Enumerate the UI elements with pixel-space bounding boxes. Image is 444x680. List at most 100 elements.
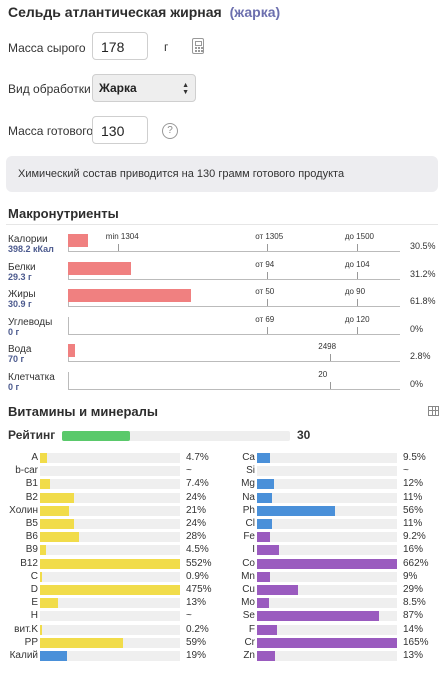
nutrient-track	[40, 479, 180, 490]
vitamin-row: Холин 21%	[8, 504, 218, 518]
nutrient-track	[257, 532, 397, 543]
nutrient-percent: 28%	[186, 531, 207, 543]
nutrient-percent: 19%	[186, 650, 207, 661]
raw-mass-unit: г	[164, 40, 169, 54]
raw-mass-label: Масса сырого	[8, 41, 86, 55]
nutrient-bar	[40, 598, 59, 609]
nutrient-bar	[257, 558, 397, 569]
help-icon[interactable]: ?	[162, 123, 178, 139]
macro-bar	[68, 344, 75, 357]
mineral-row: I 16%	[225, 543, 435, 557]
nutrient-bar	[257, 637, 397, 648]
nutrient-bar	[40, 479, 51, 490]
nutrient-percent: 24%	[186, 491, 207, 503]
cooked-mass-input[interactable]: 130	[92, 116, 148, 144]
nutrient-percent: 662%	[403, 557, 429, 569]
nutrient-track	[40, 519, 180, 529]
nutrient-name: B12	[20, 557, 38, 569]
nutrient-track	[40, 545, 180, 556]
nutrient-track	[40, 624, 180, 635]
macro-name: Калории	[8, 234, 48, 245]
nutrient-bar	[40, 492, 74, 503]
nutrient-bar	[257, 651, 276, 661]
page-title: Сельдь атлантическая жирная (жарка)	[8, 4, 280, 20]
nutrient-percent: ~	[186, 465, 192, 477]
select-arrows-icon: ▲ ▼	[182, 82, 189, 96]
nutrient-track	[257, 519, 397, 529]
macro-name: Белки	[8, 261, 36, 273]
macro-tick-label: от 94	[255, 259, 275, 269]
macro-bar	[68, 289, 191, 302]
nutrient-name: A	[31, 452, 38, 463]
nutrient-name: вит.K	[14, 623, 38, 635]
nutrient-percent: 7.4%	[186, 478, 209, 490]
nutrient-name: Калий	[9, 650, 38, 661]
nutrient-track	[40, 651, 180, 661]
nutrient-name: F	[248, 623, 255, 635]
vitamin-row: b-car ~	[8, 464, 218, 478]
macro-value: 29.3 г	[8, 271, 32, 282]
nutrient-percent: 13%	[186, 597, 207, 609]
nutrient-name: I	[252, 544, 255, 556]
nutrient-name: E	[31, 597, 38, 609]
nutrient-bar	[257, 545, 280, 556]
mineral-row: Mo 8.5%	[225, 596, 435, 610]
nutrient-track	[40, 466, 180, 477]
nutrient-track	[40, 453, 180, 463]
macros-title: Макронутриенты	[8, 206, 119, 221]
nutrient-bar	[257, 505, 336, 516]
nutrient-name: Ph	[242, 504, 255, 516]
nutrient-track	[257, 545, 397, 556]
nutrient-percent: 16%	[403, 544, 424, 556]
macro-tick-label: 2498	[318, 342, 337, 351]
nutrient-percent: 87%	[403, 610, 424, 622]
nutrient-bar	[40, 637, 123, 648]
nutrient-name: b-car	[15, 465, 38, 477]
vitamin-row: A 4.7%	[8, 451, 218, 465]
macro-tick-label: min 1304	[105, 232, 139, 241]
macro-bar	[68, 261, 132, 275]
vitamin-row: B2 24%	[8, 491, 218, 505]
processing-select[interactable]: Жарка ▲ ▼	[92, 74, 196, 102]
mineral-row: Cu 29%	[225, 583, 435, 597]
nutrient-name: B1	[25, 478, 38, 490]
mineral-row: Si ~	[225, 464, 435, 478]
macro-row: Жиры 30.9 г от 50 до 90 61.8%	[0, 287, 444, 317]
nutrient-name: Cu	[242, 584, 255, 595]
macro-tick-label: 20	[318, 369, 328, 379]
nutrient-bar	[40, 545, 47, 556]
macro-bar	[68, 234, 88, 247]
nutrient-track	[257, 598, 397, 609]
nutrient-bar	[40, 453, 47, 463]
raw-mass-input[interactable]: 178	[92, 32, 148, 60]
nutrient-percent: ~	[403, 465, 409, 477]
macro-percent: 61.8%	[410, 296, 436, 306]
macro-axis	[68, 371, 400, 390]
nutrient-percent: 552%	[186, 557, 212, 569]
mineral-row: Zn 13%	[225, 649, 435, 663]
macro-tick-label: от 69	[255, 314, 275, 324]
calculator-icon[interactable]	[192, 38, 204, 54]
mineral-row: Se 87%	[225, 609, 435, 623]
nutrient-track	[40, 611, 180, 622]
nutrient-percent: 21%	[186, 504, 207, 516]
macro-tick-mark	[117, 244, 119, 251]
nutrient-name: Zn	[243, 650, 255, 661]
nutrient-name: Cl	[245, 518, 255, 529]
nutrient-bar	[257, 598, 269, 609]
macro-tick-mark	[356, 244, 358, 251]
macro-percent: 0%	[410, 378, 424, 389]
nutrient-name: Si	[246, 465, 255, 477]
vitamin-row: H ~	[8, 609, 218, 623]
table-view-icon[interactable]	[428, 406, 439, 416]
vitamin-row: B9 4.5%	[8, 543, 218, 557]
nutrient-bar	[40, 651, 67, 661]
nutrient-name: H	[30, 610, 38, 622]
nutrient-percent: 13%	[403, 650, 424, 661]
nutrient-bar	[40, 532, 80, 543]
macro-value: 30.9 г	[8, 299, 32, 309]
macro-row: Углеводы 0 г от 69 до 120 0%	[0, 314, 444, 345]
macro-tick-mark	[356, 326, 358, 334]
macro-name: Жиры	[8, 289, 36, 300]
rating-label: Рейтинг	[8, 428, 56, 442]
